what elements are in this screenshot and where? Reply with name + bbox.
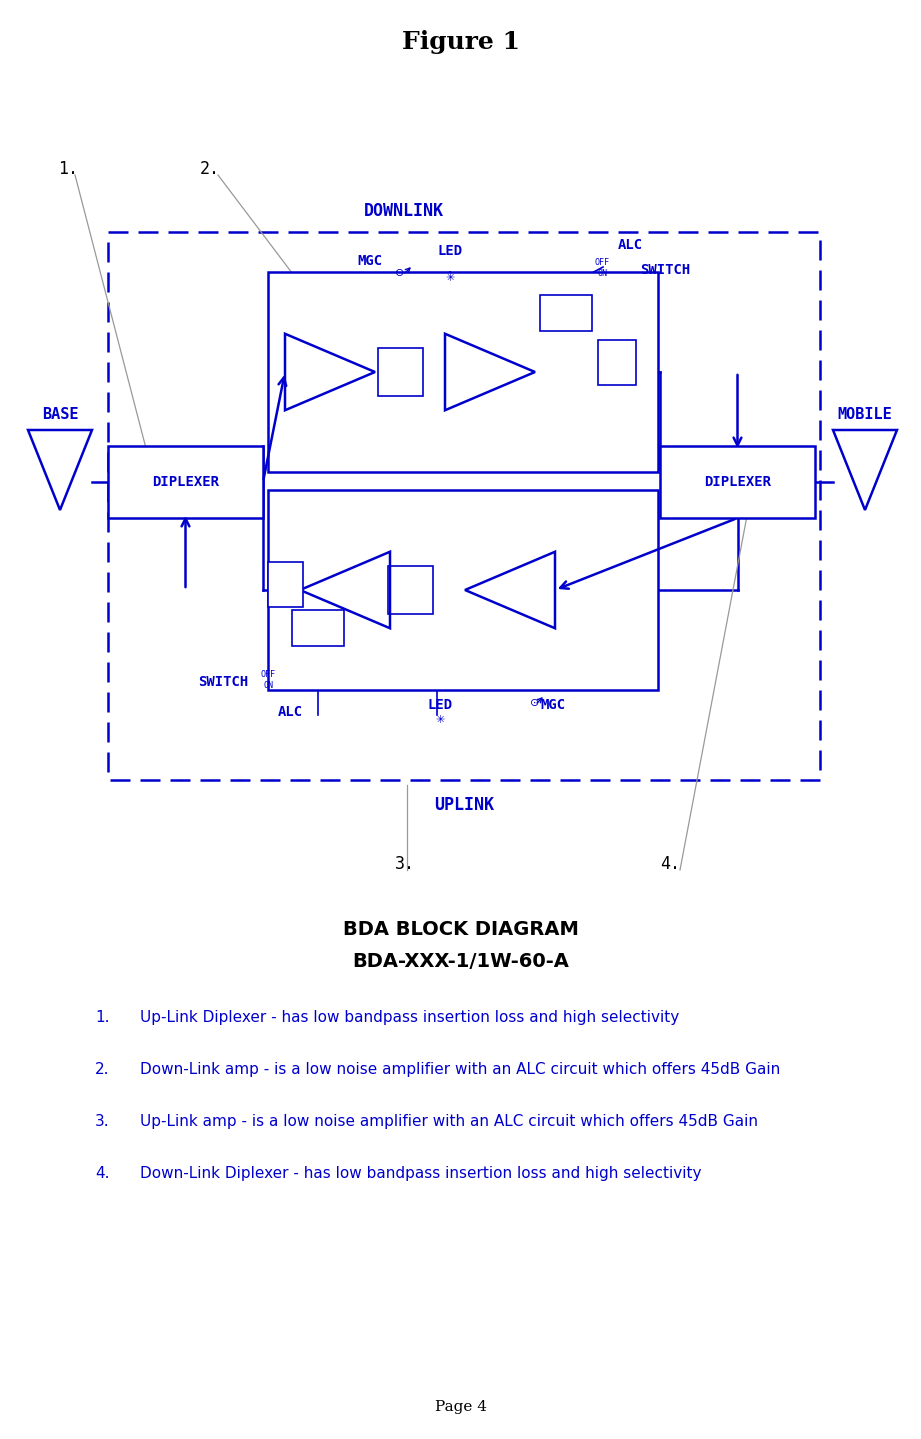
Text: DIPLEXER: DIPLEXER [704, 475, 771, 489]
Text: ≈: ≈ [394, 368, 407, 384]
Text: MGC: MGC [540, 698, 565, 712]
Text: 1.: 1. [58, 160, 78, 178]
Text: Down-Link amp - is a low noise amplifier with an ALC circuit which offers 45dB G: Down-Link amp - is a low noise amplifier… [140, 1062, 780, 1076]
Text: 2.: 2. [200, 160, 220, 178]
Text: DOWNLINK: DOWNLINK [364, 201, 444, 220]
Text: 2.: 2. [95, 1062, 110, 1076]
Text: SWITCH: SWITCH [198, 675, 248, 689]
Text: SWITCH: SWITCH [640, 263, 690, 276]
Bar [268, 491, 658, 689]
Bar [268, 272, 658, 472]
Text: 3.: 3. [395, 855, 415, 873]
Text: ALC: ALC [557, 308, 575, 318]
Text: 4.: 4. [660, 855, 680, 873]
Bar [540, 295, 592, 331]
Bar [108, 446, 263, 518]
Text: LED: LED [437, 245, 462, 258]
Bar [660, 446, 815, 518]
Bar [378, 348, 423, 396]
Text: ALC: ALC [617, 237, 643, 252]
Text: ✳: ✳ [446, 273, 455, 283]
Bar [268, 563, 303, 607]
Text: ALC: ALC [277, 705, 303, 720]
Text: ⊙: ⊙ [395, 268, 404, 278]
Text: 1.: 1. [95, 1010, 110, 1025]
Text: ⊙: ⊙ [530, 698, 540, 708]
Text: Down-Link Diplexer - has low bandpass insertion loss and high selectivity: Down-Link Diplexer - has low bandpass in… [140, 1166, 702, 1181]
Text: 4.: 4. [95, 1166, 110, 1181]
Text: Figure 1: Figure 1 [402, 30, 519, 55]
Text: DIPLEXER: DIPLEXER [152, 475, 219, 489]
Text: 3.: 3. [95, 1114, 110, 1130]
Text: BASE: BASE [41, 407, 78, 422]
Bar [388, 566, 433, 614]
Text: BDA-XXX-1/1W-60-A: BDA-XXX-1/1W-60-A [352, 953, 569, 971]
Text: LED: LED [427, 698, 452, 712]
Text: OFF
ON: OFF ON [261, 671, 275, 689]
Bar [108, 232, 820, 780]
Text: MGC: MGC [357, 255, 382, 268]
Text: ALC: ALC [309, 623, 327, 633]
Text: BDA BLOCK DIAGRAM: BDA BLOCK DIAGRAM [343, 920, 578, 940]
Text: MOBILE: MOBILE [837, 407, 892, 422]
Text: ≈: ≈ [404, 587, 417, 602]
Text: OFF
ON: OFF ON [594, 258, 610, 278]
Text: ✳: ✳ [436, 715, 445, 725]
Text: Page 4: Page 4 [435, 1400, 486, 1415]
Text: UPLINK: UPLINK [434, 796, 494, 814]
Text: Up-Link amp - is a low noise amplifier with an ALC circuit which offers 45dB Gai: Up-Link amp - is a low noise amplifier w… [140, 1114, 758, 1130]
Text: VVA: VVA [393, 355, 407, 366]
Text: VVA: VVA [403, 574, 417, 583]
Text: Up-Link Diplexer - has low bandpass insertion loss and high selectivity: Up-Link Diplexer - has low bandpass inse… [140, 1010, 680, 1025]
Bar [292, 610, 344, 646]
Bar [598, 340, 636, 386]
